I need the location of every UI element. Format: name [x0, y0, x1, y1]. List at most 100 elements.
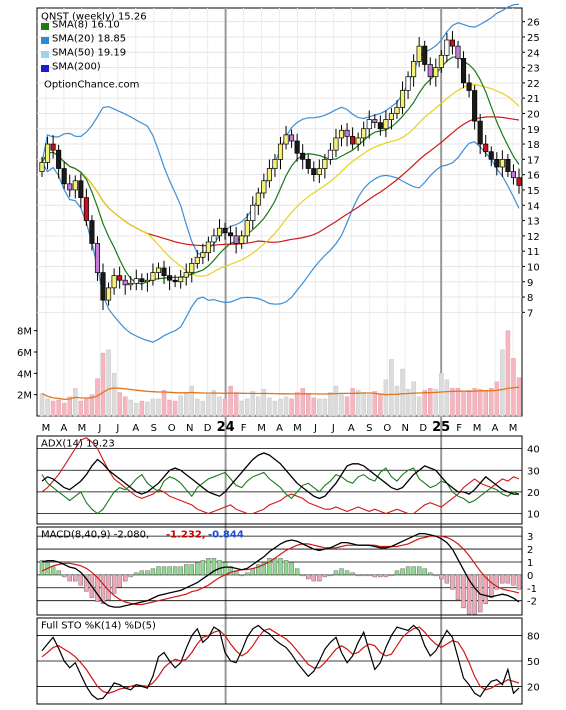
macd-histogram-bar — [256, 564, 261, 576]
volume-tick-label: 2M — [17, 391, 32, 402]
price-tick-label: 9 — [527, 278, 533, 289]
volume-bar — [206, 394, 211, 417]
volume-bar — [355, 390, 361, 417]
macd-histogram-bar — [483, 574, 488, 604]
candle-body — [505, 159, 511, 172]
candle-body — [172, 279, 178, 283]
price-tick-label: 19 — [527, 125, 540, 136]
volume-bar — [172, 400, 178, 417]
macd-histogram-bar — [511, 574, 516, 586]
macd-histogram-bar — [306, 574, 311, 580]
candle-body — [283, 134, 289, 145]
legend-entry-label: SMA(8) 16.10 — [52, 19, 120, 30]
macd-histogram-bar — [156, 566, 161, 576]
macd-histogram-bar — [200, 560, 206, 576]
legend-swatch — [41, 37, 49, 44]
adx-panel: 10 20 30 40 ADX(14) 19.23 — [36, 435, 540, 525]
price-tick-label: 8 — [527, 293, 533, 304]
macd-value-label: -1.232, — [166, 529, 206, 540]
macd-histogram-bar — [416, 566, 422, 576]
volume-bar — [161, 390, 167, 417]
x-tick-label: M — [293, 423, 302, 434]
candle-body — [460, 58, 467, 84]
x-tick-label: O — [168, 423, 176, 434]
volume-bar — [73, 388, 78, 417]
candle-body — [167, 275, 173, 281]
candle-body — [44, 143, 51, 163]
candle-body — [194, 256, 200, 264]
x-tick-label: D — [204, 423, 212, 434]
candle-body — [350, 136, 356, 145]
volume-bar — [100, 352, 106, 417]
volume-bar — [489, 388, 494, 417]
macd-histogram-bar — [122, 574, 128, 582]
macd-histogram-bar — [267, 558, 272, 576]
macd-histogram-bar — [261, 562, 267, 576]
macd-histogram-bar — [289, 562, 294, 576]
candle-body — [261, 180, 267, 194]
macd-histogram-bar — [39, 560, 45, 576]
candle-body — [427, 64, 433, 78]
volume-bar — [505, 330, 511, 417]
stochastic-panel: 20 50 80 Full STO %K(14) %D(5) — [36, 617, 540, 705]
macd-histogram-bar — [278, 558, 283, 576]
volume-bar — [283, 396, 289, 417]
volume-bar — [411, 381, 416, 417]
candle-body — [50, 143, 56, 151]
candle-body — [433, 67, 439, 78]
volume-bar — [366, 394, 372, 417]
bollinger-lower-band — [41, 141, 520, 343]
candle-body — [244, 220, 250, 237]
price-grid — [37, 8, 522, 704]
candle-body — [499, 159, 505, 168]
candle-body — [422, 45, 428, 65]
candle-body — [483, 143, 489, 153]
candle-body — [300, 152, 306, 160]
candle-body — [289, 134, 295, 142]
macd-histogram-bar — [450, 574, 455, 590]
x-tick-label: F — [241, 423, 247, 434]
candle-body — [510, 171, 517, 179]
volume-bar — [128, 399, 133, 417]
x-tick-label: D — [419, 423, 427, 434]
volume-bar — [167, 399, 172, 417]
candle-body — [294, 140, 300, 154]
macd-histogram-bar — [494, 574, 500, 590]
volume-bar — [378, 393, 383, 417]
volume-bar — [50, 400, 56, 417]
volume-bar — [389, 359, 394, 417]
macd-histogram-bar — [461, 574, 466, 609]
legend: SMA(8) 16.10 SMA(20) 18.85 SMA(50) 19.19 SM… — [41, 19, 126, 72]
candle-body — [94, 243, 101, 273]
macd-histogram-bar — [394, 570, 400, 576]
macd-histogram-bar — [378, 574, 383, 578]
volume-bar — [84, 398, 89, 417]
candle-body — [266, 168, 272, 182]
candle-body — [89, 220, 95, 244]
volume-bar — [372, 391, 378, 417]
macd-histogram-bar — [73, 574, 78, 582]
chart-title: QNST (weekly) 15.26 — [41, 11, 147, 22]
macd-histogram-bar — [466, 574, 472, 615]
macd-histogram-bar — [111, 574, 117, 594]
volume-bar — [433, 389, 439, 417]
volume-bar — [228, 385, 233, 417]
macd-histogram-bar — [172, 566, 178, 576]
candle-body — [72, 180, 78, 191]
volume-bar — [217, 396, 222, 417]
x-tick-label: 25 — [432, 420, 450, 435]
price-y-ticks: 7 8 9 10 11 12 13 14 15 16 17 18 19 20 21 22 23 24 25 26 — [522, 18, 540, 319]
stochastic-content: 20 50 80 — [37, 624, 540, 700]
volume-bar — [211, 390, 217, 417]
panel-tick-label: 1 — [527, 558, 533, 569]
panel-tick-label: 50 — [527, 657, 540, 668]
volume-bar — [483, 390, 488, 417]
macd-histogram-bar — [294, 568, 300, 576]
panel-tick-label: -2 — [527, 597, 537, 608]
volume-bar — [500, 349, 505, 417]
volume-bar — [439, 373, 444, 417]
volume-bar — [322, 398, 328, 417]
volume-bar — [244, 398, 250, 417]
